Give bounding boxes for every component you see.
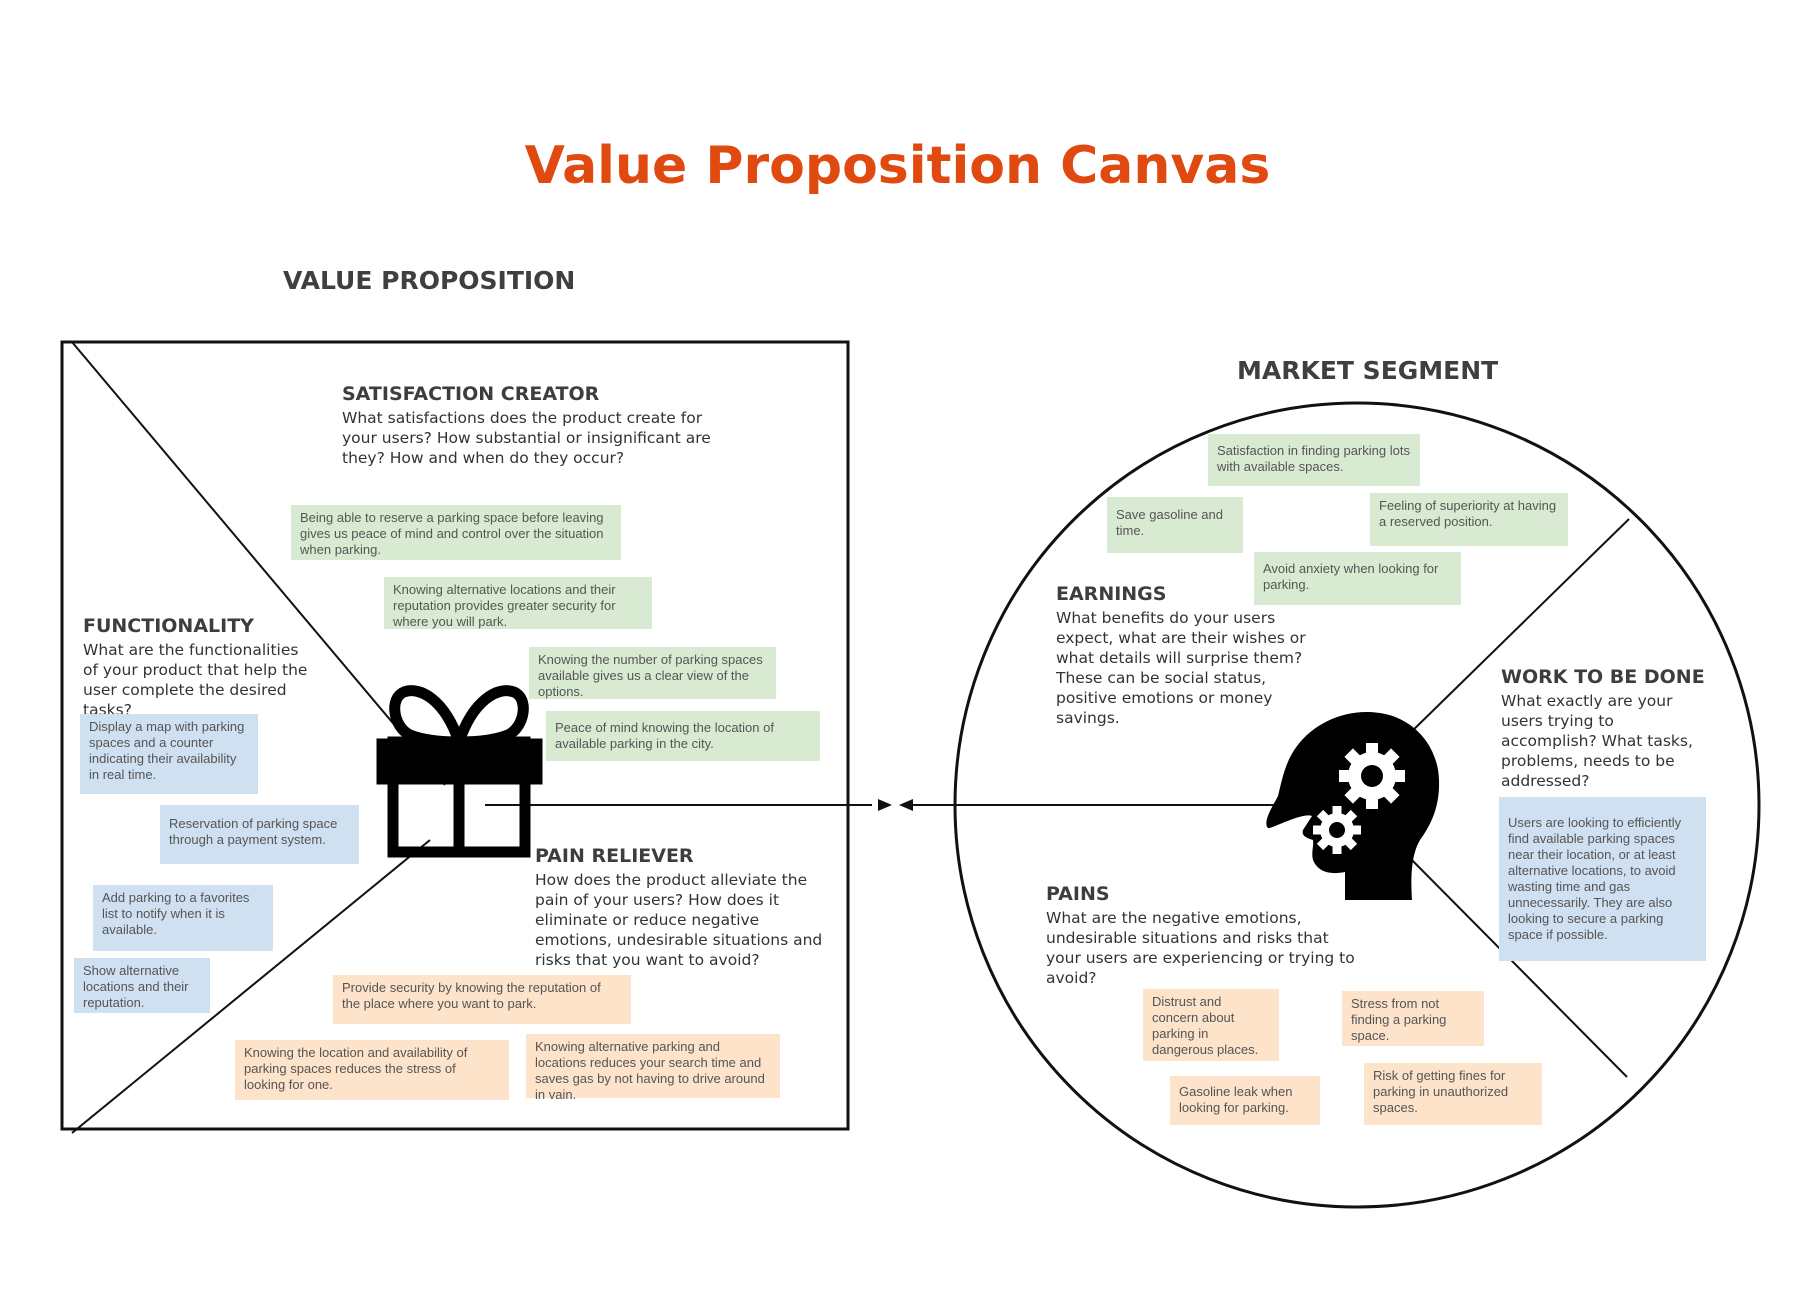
note-pain-reliever-1: Provide security by knowing the reputati… [333,975,631,1024]
functionality-text: What are the functionalities of your pro… [83,641,308,719]
value-proposition-heading: VALUE PROPOSITION [283,266,576,295]
circle-line-lower [1399,847,1628,1078]
note-pains-1: Distrust and concern about parking in da… [1143,989,1279,1061]
satisfaction-creator-text: What satisfactions does the product crea… [342,409,711,467]
pains-title: PAINS [1046,883,1110,905]
note-satisfaction-4: Peace of mind knowing the location of av… [546,711,820,761]
market-segment-heading: MARKET SEGMENT [1237,356,1499,385]
note-satisfaction-1: Being able to reserve a parking space be… [291,505,621,560]
pain-reliever-text: How does the product alleviate the pain … [535,871,823,969]
work-to-be-done-title: WORK TO BE DONE [1501,666,1705,688]
note-functionality-2: Reservation of parking space through a p… [160,805,359,864]
note-earnings-2: Save gasoline and time. [1107,497,1243,553]
pain-reliever-title: PAIN RELIEVER [535,845,694,867]
note-pains-2: Stress from not finding a parking space. [1342,991,1484,1046]
functionality-title: FUNCTIONALITY [83,615,254,637]
head-gears-icon [1266,711,1440,900]
note-functionality-1: Display a map with parking spaces and a … [80,714,258,794]
square-diagonal-upper [71,341,446,786]
note-functionality-3: Add parking to a favorites list to notif… [93,885,273,951]
page-title: Value Proposition Canvas [524,136,1271,196]
earnings-text: What benefits do your users expect, what… [1056,609,1306,727]
earnings-title: EARNINGS [1056,583,1167,605]
note-pain-reliever-2: Knowing the location and availability of… [235,1040,509,1100]
satisfaction-creator-title: SATISFACTION CREATOR [342,383,600,405]
value-proposition-square [60,340,850,1131]
note-earnings-3: Feeling of superiority at having a reser… [1370,493,1568,546]
note-work-to-be-done-1: Users are looking to efficiently find av… [1499,797,1706,961]
note-functionality-4: Show alternative locations and their rep… [74,958,210,1013]
note-earnings-1: Satisfaction in finding parking lots wit… [1208,434,1420,486]
work-to-be-done-text: What exactly are your users trying to ac… [1501,692,1693,790]
circle-line-upper [1404,518,1630,739]
note-satisfaction-2: Knowing alternative locations and their … [384,577,652,629]
note-pain-reliever-3: Knowing alternative parking and location… [526,1034,780,1102]
note-satisfaction-3: Knowing the number of parking spaces ava… [529,647,776,699]
square-diagonal-lower [71,839,431,1134]
arrow-left-icon [899,799,913,811]
gift-icon [376,685,543,858]
pains-text: What are the negative emotions, undesira… [1046,909,1355,987]
note-pains-3: Gasoline leak when looking for parking. [1170,1076,1320,1125]
note-pains-4: Risk of getting fines for parking in una… [1364,1063,1542,1125]
note-earnings-4: Avoid anxiety when looking for parking. [1254,552,1461,605]
arrow-right-icon [878,799,892,811]
